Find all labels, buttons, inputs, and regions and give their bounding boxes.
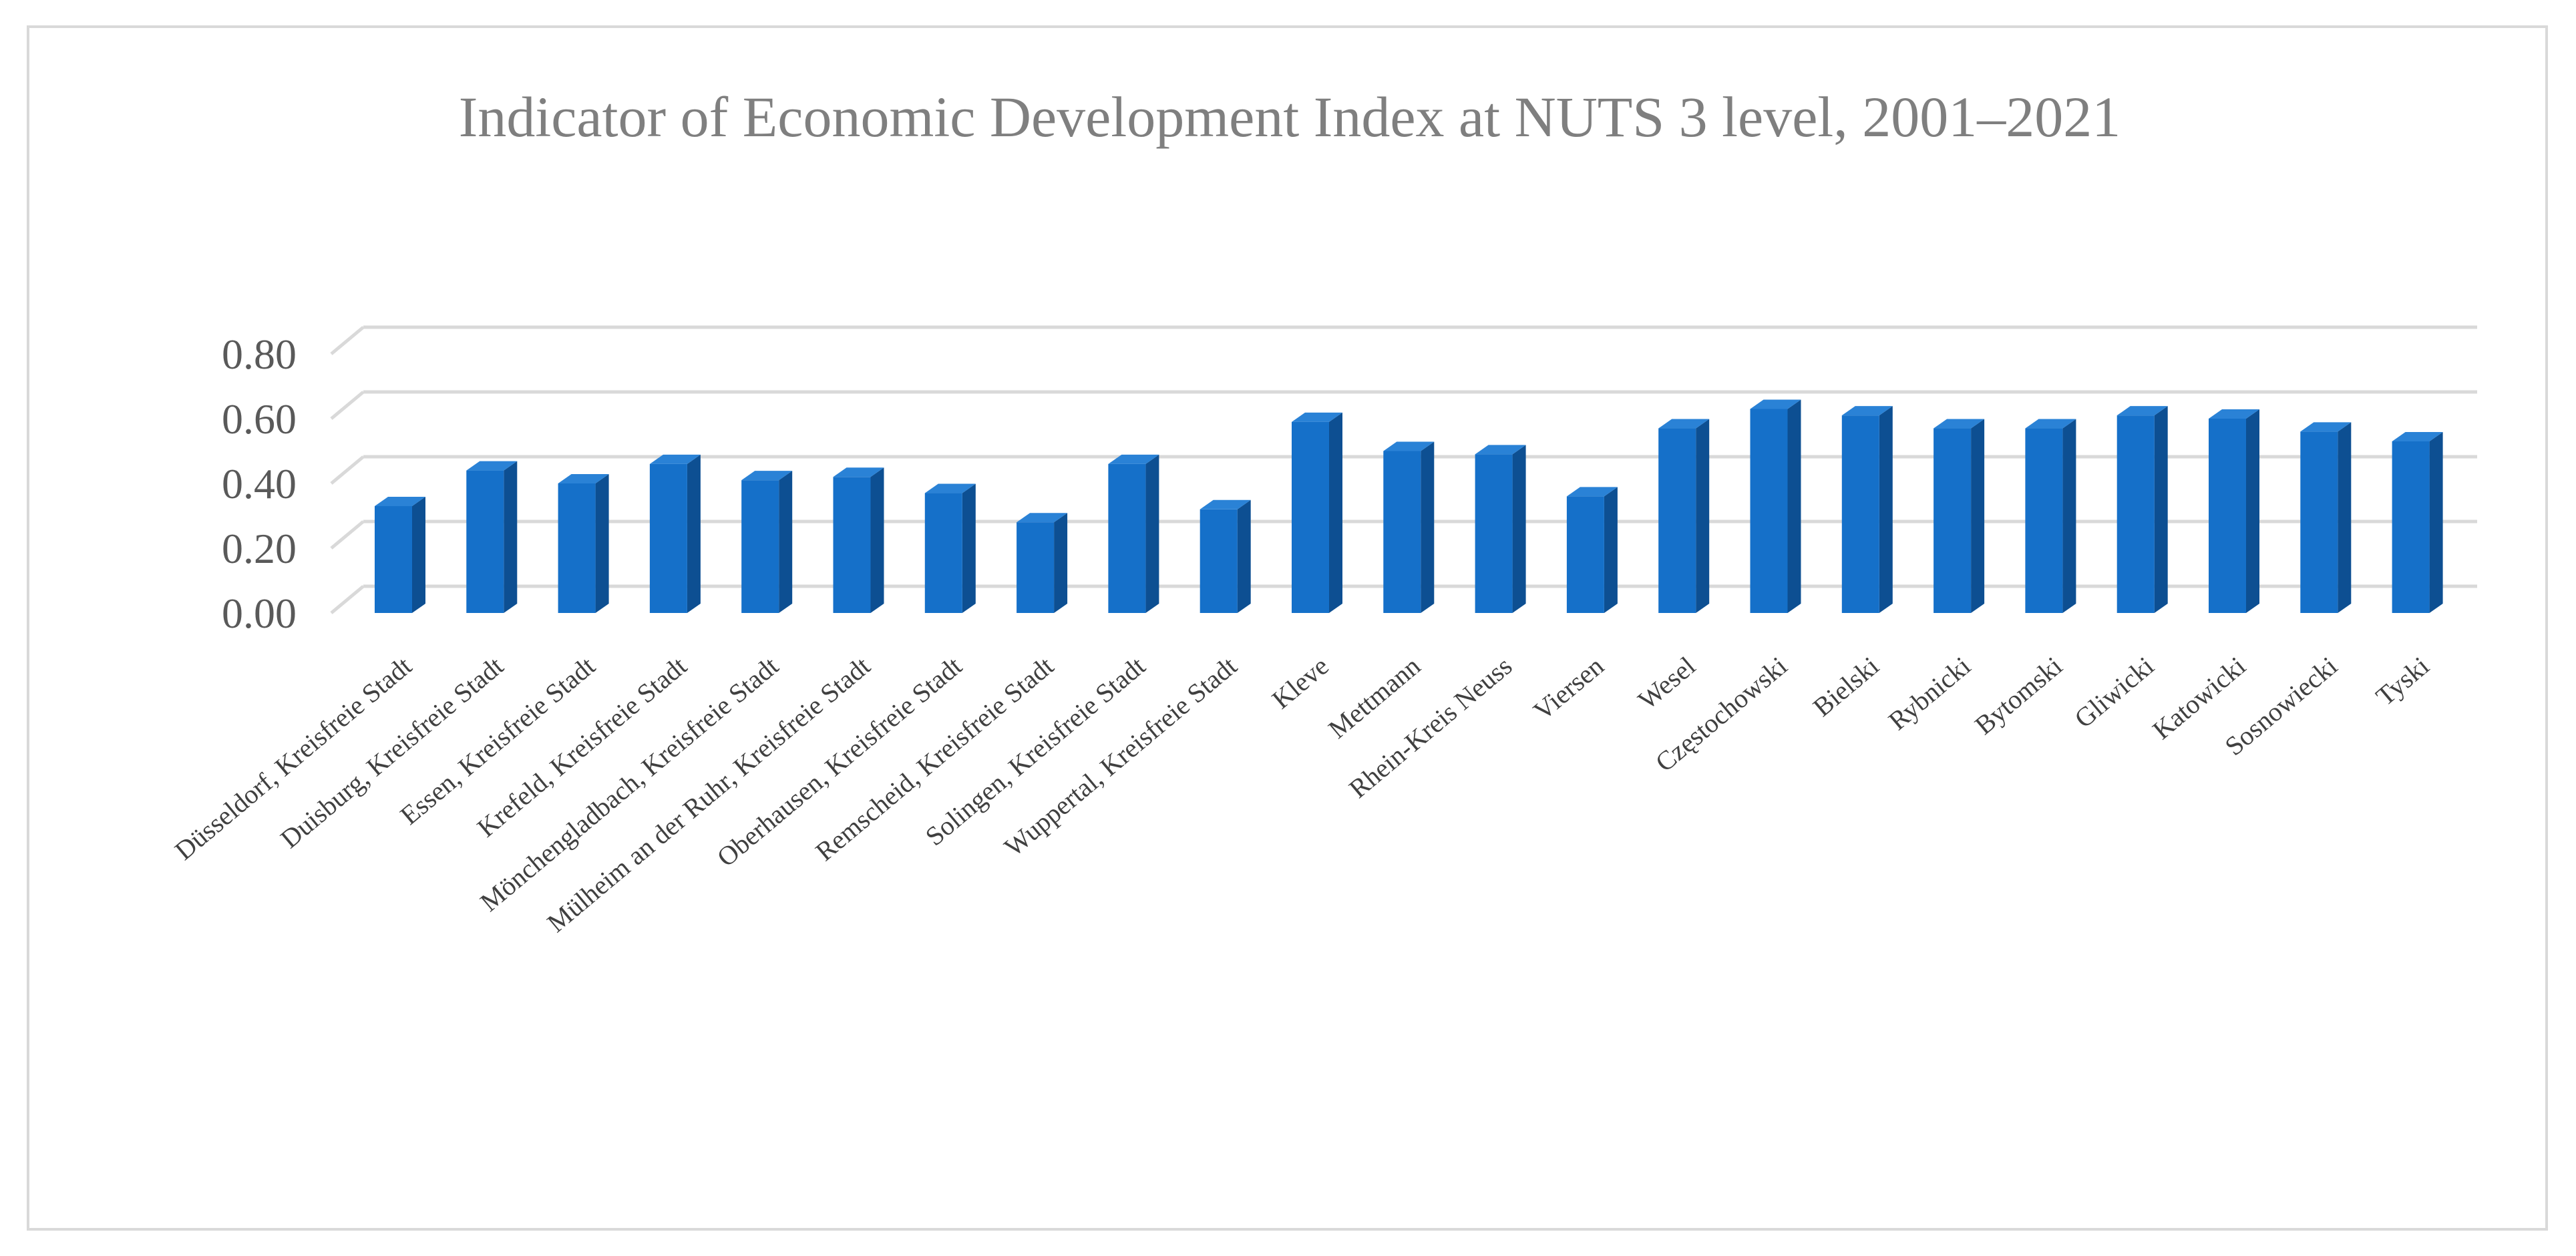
- bar: [1658, 419, 1710, 613]
- chart-title: Indicator of Economic Development Index …: [459, 85, 2121, 149]
- bar: [2300, 422, 2352, 613]
- x-tick-label: Rybnicki: [1883, 650, 1976, 736]
- bar: [558, 474, 609, 613]
- x-tick-label: Kleve: [1266, 650, 1334, 714]
- x-tick-label: Tyski: [2370, 650, 2435, 711]
- x-tick-label: Mülheim an der Ruhr, Kreisfreie Stadt: [541, 650, 876, 937]
- x-tick-label: Rhein-Kreis Neuss: [1343, 650, 1517, 803]
- bar: [649, 454, 701, 613]
- x-tick-label: Viersen: [1527, 650, 1609, 726]
- bar: [2392, 431, 2443, 613]
- bar: [1750, 399, 1801, 613]
- bar: [2117, 406, 2168, 613]
- bar: [1841, 406, 1893, 613]
- y-tick-label: 0.00: [222, 590, 297, 637]
- y-tick-label: 0.60: [222, 395, 297, 443]
- x-tick-label: Bielski: [1807, 650, 1885, 722]
- y-axis-ticks: 0.00 0.20 0.40 0.60 0.80: [222, 331, 297, 637]
- bar: [1934, 419, 1985, 613]
- bar: [1017, 513, 1068, 613]
- x-tick-label: Gliwicki: [2068, 650, 2159, 733]
- y-tick-label: 0.40: [222, 460, 297, 507]
- x-tick-label: Wesel: [1632, 650, 1701, 715]
- bar: [924, 483, 976, 613]
- y-tick-label: 0.20: [222, 525, 297, 572]
- bar: [1566, 487, 1618, 613]
- gridline: [330, 390, 2477, 420]
- bar: [1292, 412, 1342, 613]
- bar: [1383, 441, 1435, 613]
- bar: [1200, 499, 1251, 613]
- bar: [833, 467, 884, 613]
- x-tick-label: Bytomski: [1969, 650, 2068, 740]
- gridline: [330, 325, 2477, 355]
- y-tick-label: 0.80: [222, 331, 297, 378]
- bar: [466, 461, 518, 613]
- bar: [1475, 445, 1526, 613]
- bar: [1108, 454, 1159, 613]
- bar-chart: Indicator of Economic Development Index …: [169, 85, 2477, 938]
- bars: [375, 399, 2443, 613]
- bar: [375, 496, 425, 613]
- bar: [2209, 409, 2259, 613]
- bar: [741, 471, 793, 613]
- chart-frame: Indicator of Economic Development Index …: [27, 25, 2548, 1231]
- bar: [2025, 419, 2076, 613]
